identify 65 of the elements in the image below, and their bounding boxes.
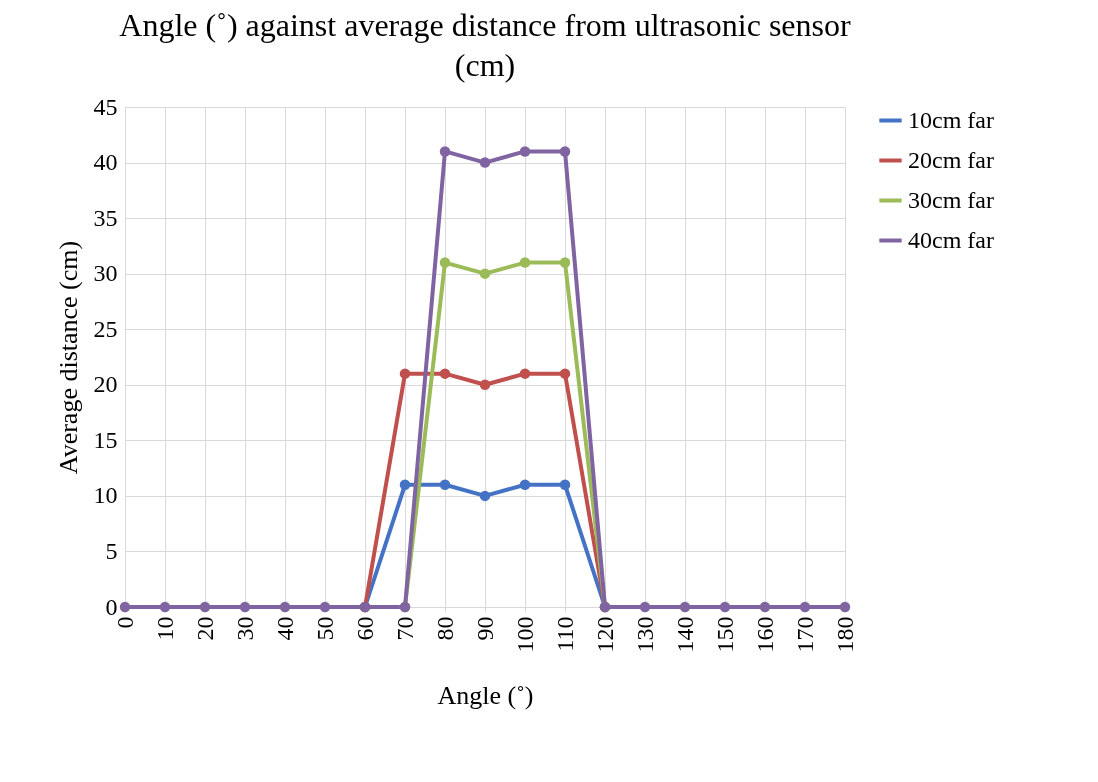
point: [839, 601, 851, 613]
point: [439, 146, 451, 157]
legend-label: 30cm far: [908, 186, 994, 213]
x-tick-label: 30: [231, 616, 258, 641]
point: [559, 479, 571, 491]
x-tick-label: 90: [471, 616, 498, 641]
x-tick-label: 150: [711, 616, 738, 653]
x-tick-label: 100: [511, 616, 538, 653]
point: [759, 601, 771, 613]
point: [439, 257, 451, 268]
y-tick-label: 0: [105, 593, 118, 620]
point: [479, 379, 491, 391]
point: [479, 157, 491, 168]
x-tick-label: 130: [631, 616, 658, 653]
y-tick-label: 10: [93, 482, 118, 509]
x-axis-title: Angle (˚): [437, 680, 534, 710]
y-tick-label: 30: [93, 260, 118, 287]
x-tick-label: 140: [671, 616, 698, 653]
x-tick-label: 20: [191, 616, 218, 641]
x-tick-label: 10: [151, 616, 178, 641]
x-tick-label: 120: [591, 616, 618, 653]
point: [119, 601, 131, 613]
legend-label: 10cm far: [908, 106, 994, 133]
point: [519, 257, 531, 268]
y-tick-label: 20: [93, 371, 118, 398]
point: [559, 146, 571, 157]
y-tick-label: 5: [105, 537, 118, 564]
point: [639, 601, 651, 613]
point: [199, 601, 211, 613]
x-tick-label: 70: [391, 616, 418, 641]
chart-title: Angle (˚) against average distance from ultrasonic sensor (cm): [119, 7, 851, 83]
point: [719, 601, 731, 613]
point: [559, 257, 571, 268]
y-axis-title: Average distance (cm): [53, 240, 83, 475]
point: [279, 601, 291, 613]
legend-label: 40cm far: [908, 226, 994, 253]
x-tick-label: 180: [831, 616, 858, 653]
point: [559, 368, 571, 379]
point: [519, 146, 531, 157]
x-tick-label: 80: [431, 616, 458, 641]
point: [439, 368, 451, 379]
y-tick-label: 45: [93, 93, 118, 120]
x-tick-label: 50: [311, 616, 338, 641]
point: [439, 479, 451, 491]
point: [239, 601, 251, 613]
x-tick-label: 110: [551, 616, 578, 652]
point: [679, 601, 691, 613]
y-tick-label: 40: [93, 149, 118, 176]
x-tick-label: 40: [271, 616, 298, 641]
point: [519, 368, 531, 379]
x-tick-label: 170: [791, 616, 818, 653]
point: [399, 479, 411, 491]
point: [319, 601, 331, 613]
point: [479, 268, 491, 279]
point: [399, 368, 411, 379]
point: [799, 601, 811, 613]
x-tick-label: 60: [351, 616, 378, 641]
point: [479, 490, 491, 502]
point: [159, 601, 171, 613]
x-tick-label: 160: [751, 616, 778, 653]
legend-label: 20cm far: [908, 146, 994, 173]
y-tick-label: 15: [93, 426, 118, 453]
y-tick-label: 35: [93, 204, 118, 231]
point: [519, 479, 531, 491]
y-tick-label: 25: [93, 315, 118, 342]
